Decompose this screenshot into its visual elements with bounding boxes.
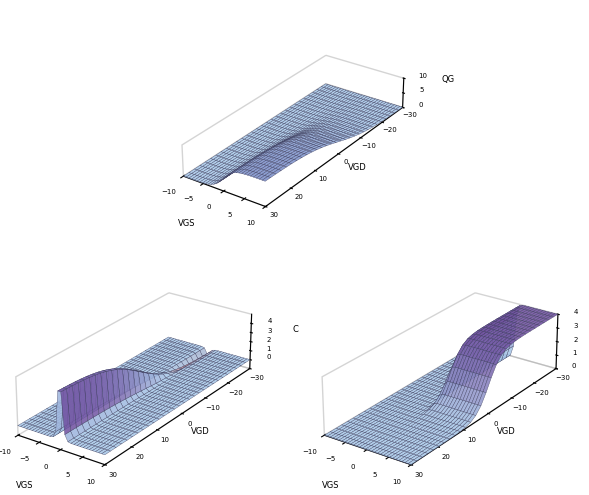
Y-axis label: VGD: VGD — [191, 427, 210, 436]
Y-axis label: VGD: VGD — [348, 162, 366, 172]
X-axis label: VGS: VGS — [322, 481, 340, 490]
X-axis label: VGS: VGS — [16, 481, 34, 490]
Y-axis label: VGD: VGD — [497, 427, 516, 436]
X-axis label: VGS: VGS — [178, 219, 196, 228]
